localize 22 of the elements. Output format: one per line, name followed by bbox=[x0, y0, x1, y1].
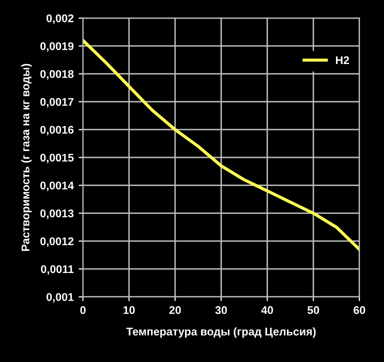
x-tick-label: 40 bbox=[261, 306, 273, 314]
x-tick-label: 50 bbox=[308, 306, 320, 314]
y-axis-title: Растворимость (г газа на кг воды) bbox=[21, 64, 32, 251]
y-tick-label: 0,0018 bbox=[40, 70, 74, 80]
y-tick-label: 0,0012 bbox=[40, 237, 74, 247]
y-tick-label: 0,0019 bbox=[40, 42, 74, 52]
y-tick-label: 0,0013 bbox=[40, 209, 74, 219]
y-tick-label: 0,001 bbox=[46, 293, 74, 303]
x-tick-label: 30 bbox=[215, 306, 227, 314]
y-tick-label: 0,0015 bbox=[40, 154, 74, 164]
x-axis-title: Температура воды (град Цельсия) bbox=[126, 327, 316, 338]
y-tick-label: 0,0011 bbox=[40, 265, 74, 275]
y-tick-label: 0,0014 bbox=[40, 182, 74, 192]
x-tick-label: 0 bbox=[80, 306, 86, 314]
line-series bbox=[82, 38, 360, 251]
y-tick-label: 0,002 bbox=[46, 14, 74, 24]
y-tick-label: 0,0016 bbox=[40, 126, 74, 136]
x-tick-label: 20 bbox=[169, 306, 181, 314]
x-tick-label: 10 bbox=[124, 306, 135, 314]
x-tick-label: 60 bbox=[354, 306, 366, 314]
y-tick-label: 0,0017 bbox=[40, 98, 74, 108]
legend-label: H2 bbox=[336, 56, 349, 64]
